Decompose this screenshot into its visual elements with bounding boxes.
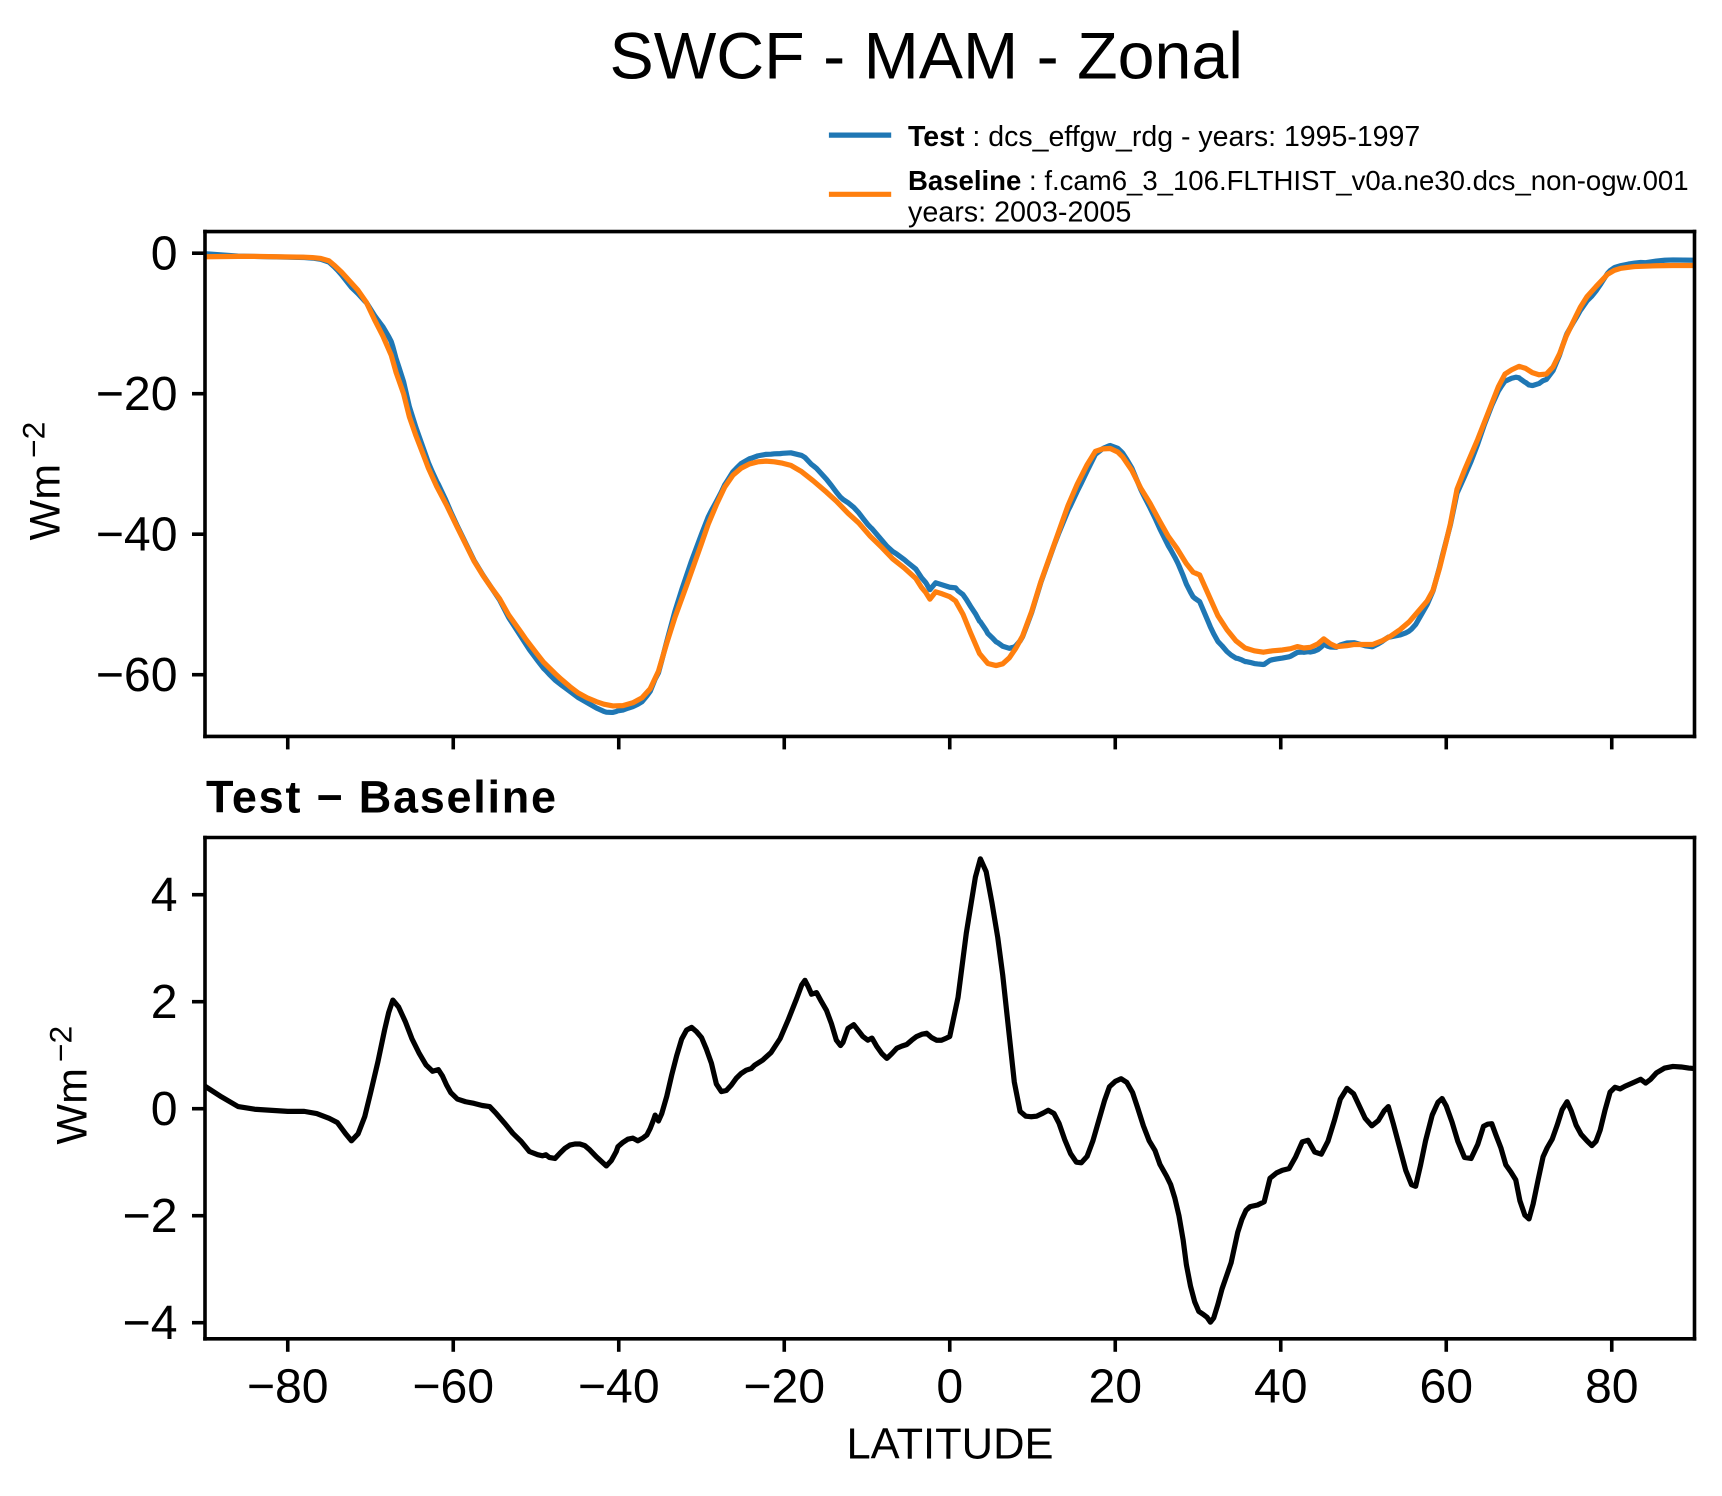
svg-text:−20: −20 (743, 1360, 825, 1414)
svg-text:−2: −2 (123, 1189, 178, 1243)
svg-text:LATITUDE: LATITUDE (847, 1421, 1054, 1469)
svg-text:Baseline: Baseline (908, 165, 1021, 196)
svg-text:0: 0 (151, 226, 178, 280)
svg-text:−40: −40 (578, 1360, 660, 1414)
svg-text:−60: −60 (412, 1360, 494, 1414)
svg-text:40: 40 (1254, 1360, 1308, 1414)
svg-text:: dcs_effgw_rdg - years: 1995-: : dcs_effgw_rdg - years: 1995-1997 (964, 121, 1420, 153)
svg-text:20: 20 (1088, 1360, 1142, 1414)
svg-text:Test: Test (908, 121, 965, 153)
svg-text:−40: −40 (96, 507, 178, 561)
svg-text:−4: −4 (123, 1296, 178, 1350)
svg-text:SWCF - MAM - Zonal: SWCF - MAM - Zonal (609, 20, 1243, 94)
svg-text:0: 0 (151, 1082, 178, 1136)
svg-text:years: 2003-2005: years: 2003-2005 (908, 197, 1131, 229)
svg-text:80: 80 (1585, 1360, 1639, 1414)
svg-text:−60: −60 (96, 648, 178, 702)
svg-text:60: 60 (1419, 1360, 1473, 1414)
svg-text:0: 0 (936, 1360, 963, 1414)
svg-text:−80: −80 (247, 1360, 329, 1414)
svg-text:: f.cam6_3_106.FLTHIST_v0a.ne3: : f.cam6_3_106.FLTHIST_v0a.ne30.dcs_non-… (1021, 165, 1688, 196)
svg-text:Test − Baseline: Test − Baseline (206, 771, 558, 822)
svg-text:Wm−2: Wm−2 (43, 1026, 97, 1145)
svg-text:4: 4 (151, 868, 178, 922)
svg-text:−20: −20 (96, 367, 178, 421)
svg-text:2: 2 (151, 975, 178, 1029)
